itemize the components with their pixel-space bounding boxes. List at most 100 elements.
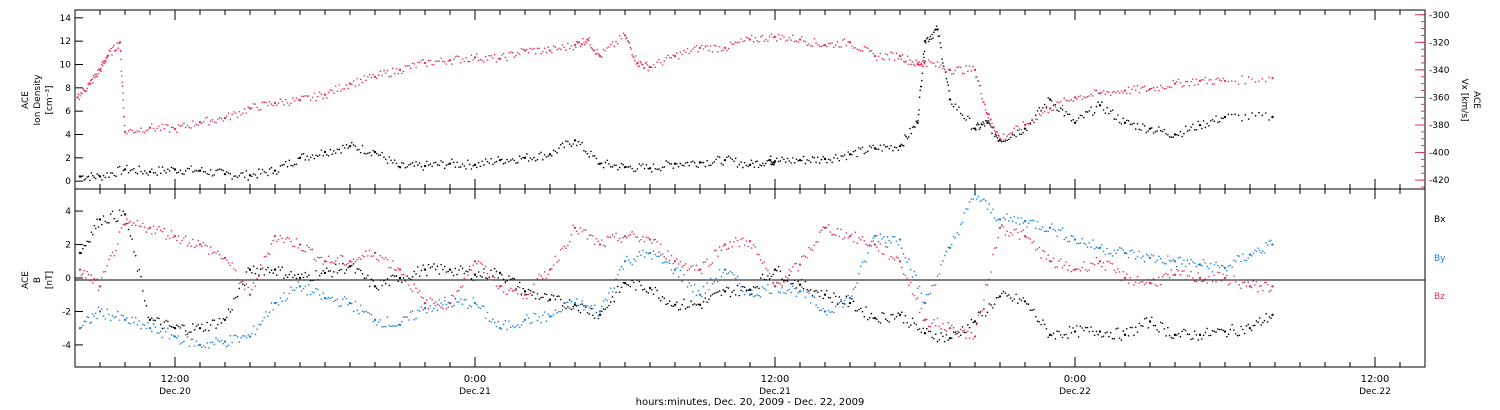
bx-trace-dot: [1015, 293, 1017, 296]
density-trace-dot: [792, 157, 794, 159]
density-trace-dot: [111, 172, 114, 174]
bz-trace-dot: [761, 262, 764, 265]
density-trace-dot: [513, 159, 516, 162]
vx-point: [118, 41, 122, 44]
density-trace-dot: [1251, 112, 1253, 114]
by-trace-dot: [367, 311, 369, 314]
bx-trace-dot: [1143, 317, 1146, 320]
density-trace-dot: [481, 160, 483, 163]
by-trace-dot: [718, 268, 721, 271]
vx-trace-dot: [583, 42, 585, 44]
bz-trace-dot: [129, 220, 132, 223]
density-trace-dot: [1077, 117, 1080, 119]
by-trace-dot: [372, 320, 375, 323]
bz-trace-dot: [518, 286, 521, 289]
bx-trace-dot: [567, 306, 569, 308]
bz-trace-dot: [733, 241, 735, 243]
bx-trace-dot: [152, 319, 155, 321]
bx-trace-dot: [165, 319, 167, 322]
density-point: [498, 158, 502, 162]
vx-trace-dot: [852, 47, 855, 49]
vx-trace-dot: [279, 98, 282, 101]
bz-trace-dot: [692, 264, 694, 267]
by-trace-dot: [717, 280, 719, 283]
by-point: [373, 318, 377, 322]
bz-trace-dot: [295, 237, 298, 240]
bz-trace-dot: [1175, 268, 1178, 271]
density-trace-dot: [817, 156, 819, 159]
by-trace-dot: [1255, 250, 1258, 253]
vx-trace-dot: [542, 50, 544, 53]
vx-trace-dot: [94, 73, 96, 76]
bz-trace-dot: [822, 226, 825, 229]
by-trace-dot: [297, 281, 300, 283]
bx-trace-dot: [342, 262, 344, 265]
bx-trace-dot: [1231, 323, 1233, 326]
vx-trace-dot: [395, 67, 398, 70]
by-trace-dot: [402, 316, 405, 318]
vx-trace-dot: [375, 77, 378, 80]
vx-point: [298, 98, 302, 102]
bx-trace-dot: [209, 324, 212, 326]
by-trace-dot: [736, 275, 739, 278]
bx-trace-dot: [129, 235, 132, 237]
by-trace-dot: [331, 296, 333, 299]
bx-trace-dot: [931, 336, 933, 339]
density-trace-dot: [883, 144, 885, 146]
density-trace-dot: [742, 166, 744, 169]
bz-trace-dot: [804, 255, 807, 258]
bz-trace-dot: [897, 257, 900, 259]
bz-trace-dot: [586, 238, 589, 240]
by-trace-dot: [204, 346, 207, 349]
bz-trace-dot: [365, 250, 367, 252]
vx-trace-dot: [147, 129, 150, 131]
x-axis-ticks: 12:00Dec.200:00Dec.2112:00Dec.210:00Dec.…: [99, 10, 1426, 397]
bx-trace-dot: [568, 299, 571, 301]
bz-trace-dot: [817, 241, 819, 243]
bx-point: [673, 303, 677, 306]
bz-trace-dot: [325, 260, 328, 263]
bz-trace-dot: [784, 275, 787, 278]
bx-trace-dot: [143, 300, 146, 302]
by-trace-dot: [1047, 230, 1050, 233]
vx-trace-dot: [718, 45, 721, 48]
vx-trace-dot: [1206, 82, 1208, 85]
bx-trace-dot: [922, 327, 925, 330]
bz-trace-dot: [888, 258, 891, 260]
by-trace-dot: [1079, 242, 1082, 244]
vx-trace-dot: [1264, 80, 1267, 83]
vx-trace-dot: [1095, 89, 1098, 92]
by-trace-dot: [761, 286, 764, 288]
vx-trace-dot: [904, 61, 906, 64]
bz-trace-dot: [758, 253, 760, 256]
density-trace-dot: [1038, 106, 1041, 109]
vx-trace-dot: [438, 60, 441, 62]
vx-trace-dot: [1192, 78, 1194, 80]
density-point: [673, 162, 677, 165]
bz-trace-dot: [1238, 283, 1241, 286]
vx-trace-dot: [920, 62, 923, 64]
density-point: [473, 163, 477, 167]
vx-trace-dot: [529, 47, 532, 50]
vx-point: [123, 130, 127, 134]
density-trace-dot: [186, 167, 189, 170]
vx-trace-dot: [1172, 79, 1175, 82]
density-trace-dot: [996, 136, 999, 139]
density-trace-dot: [640, 164, 642, 167]
vx-point: [348, 82, 352, 85]
bx-trace-dot: [592, 314, 594, 317]
bx-trace-dot: [752, 285, 755, 288]
bz-trace-dot: [579, 227, 582, 229]
density-trace-dot: [345, 143, 348, 146]
vx-trace-dot: [613, 45, 616, 48]
vx-trace-dot: [756, 39, 758, 42]
bz-trace-dot: [1088, 269, 1091, 271]
density-trace-dot: [529, 157, 532, 159]
bx-trace-dot: [1145, 317, 1148, 319]
bx-trace-dot: [784, 279, 787, 282]
bz-trace-dot: [1072, 269, 1075, 271]
by-point: [848, 296, 852, 300]
bx-trace-dot: [195, 325, 198, 328]
bz-trace-dot: [927, 325, 930, 328]
bx-trace-dot: [786, 280, 789, 283]
